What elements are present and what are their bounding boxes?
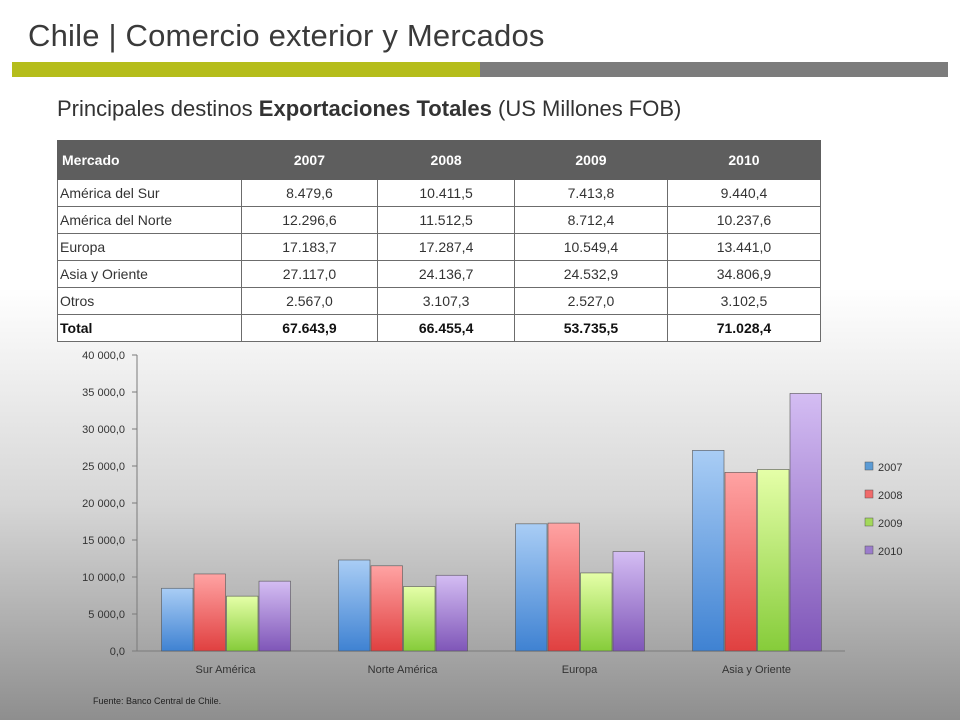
table-cell: 71.028,4: [666, 314, 822, 342]
table-cell: 10.549,4: [513, 233, 668, 261]
accent-bar-green: [12, 62, 480, 77]
table-cell: Total: [57, 314, 242, 342]
subtitle-bold: Exportaciones Totales: [258, 96, 492, 121]
x-tick-label: Asia y Oriente: [722, 664, 791, 676]
bar-2008-4: [724, 472, 757, 652]
bar-2007-1: [161, 587, 194, 652]
table-cell: 24.136,7: [377, 260, 515, 288]
legend-label: 2010: [878, 546, 902, 558]
table-cell: 67.643,9: [240, 314, 379, 342]
table-cell: 17.183,7: [240, 233, 379, 261]
legend-swatch: [864, 461, 874, 471]
y-tick-label: 25 000,0: [82, 461, 125, 473]
table-cell: Otros: [57, 287, 242, 315]
legend-swatch: [864, 517, 874, 527]
bar-2010-1: [258, 580, 291, 652]
table-cell: 2.527,0: [513, 287, 668, 315]
table-cell: 8.479,6: [240, 179, 379, 207]
table-cell: Europa: [57, 233, 242, 261]
exports-bar-chart: 0,0 5 000,0 10 000,0 15 000,0 20 000,0 25 000…: [82, 350, 902, 676]
table-cell: 3.102,5: [666, 287, 822, 315]
bar-2010-3: [612, 551, 645, 652]
bar-2009-1: [226, 595, 259, 652]
table-row: América del Norte 12.296,6 11.512,5 8.71…: [57, 206, 822, 234]
x-tick-label: Sur América: [196, 664, 257, 676]
table-cell: 3.107,3: [377, 287, 515, 315]
legend-label: 2009: [878, 518, 902, 530]
accent-bar-gray: [480, 62, 948, 77]
table-cell: 9.440,4: [666, 179, 822, 207]
table-cell: 12.296,6: [240, 206, 379, 234]
table-cell: 11.512,5: [377, 206, 515, 234]
bar-2009-4: [757, 469, 790, 652]
bar-2007-4: [692, 450, 725, 652]
table-cell: América del Norte: [57, 206, 242, 234]
bar-2007-2: [338, 559, 371, 652]
table-header-cell: 2007: [240, 140, 379, 180]
y-tick-label: 35 000,0: [82, 387, 125, 399]
table-header-cell: 2009: [513, 140, 668, 180]
subtitle-prefix: Principales destinos: [57, 96, 259, 121]
legend-swatch: [864, 545, 874, 555]
y-tick-label: 10 000,0: [82, 572, 125, 584]
table-cell: 24.532,9: [513, 260, 668, 288]
y-tick-label: 30 000,0: [82, 424, 125, 436]
table-cell: 10.411,5: [377, 179, 515, 207]
bar-2009-2: [403, 586, 436, 652]
table-total-row: Total 67.643,9 66.455,4 53.735,5 71.028,…: [57, 314, 822, 342]
bar-2008-2: [370, 565, 403, 652]
table-cell: 13.441,0: [666, 233, 822, 261]
table-cell: 53.735,5: [513, 314, 668, 342]
table-header-row: Mercado 2007 2008 2009 2010: [57, 140, 822, 180]
y-tick-label: 20 000,0: [82, 498, 125, 510]
table-header-cell: 2010: [666, 140, 822, 180]
x-tick-label: Norte América: [368, 664, 439, 676]
table-cell: Asia y Oriente: [57, 260, 242, 288]
exports-table: Mercado 2007 2008 2009 2010 América del …: [57, 140, 822, 342]
table-row: Europa 17.183,7 17.287,4 10.549,4 13.441…: [57, 233, 822, 261]
slide-title: Chile | Comercio exterior y Mercados: [28, 18, 545, 53]
y-tick-label: 5 000,0: [88, 609, 125, 621]
table-cell: 10.237,6: [666, 206, 822, 234]
bar-2007-3: [515, 523, 548, 652]
y-tick-label: 40 000,0: [82, 350, 125, 362]
table-header-cell: 2008: [377, 140, 515, 180]
bar-2008-3: [547, 522, 580, 652]
bar-2010-4: [789, 393, 822, 652]
bar-2010-2: [435, 574, 468, 652]
table-cell: 27.117,0: [240, 260, 379, 288]
table-cell: 8.712,4: [513, 206, 668, 234]
table-row: América del Sur 8.479,6 10.411,5 7.413,8…: [57, 179, 822, 207]
subtitle-suffix: (US Millones FOB): [491, 96, 682, 121]
table-row: Otros 2.567,0 3.107,3 2.527,0 3.102,5: [57, 287, 822, 315]
section-subtitle: Principales destinos Exportaciones Total…: [57, 96, 681, 122]
table-header-cell: Mercado: [57, 140, 242, 180]
legend-label: 2007: [878, 462, 902, 474]
legend-swatch: [864, 489, 874, 499]
table-cell: 7.413,8: [513, 179, 668, 207]
bar-2008-1: [193, 573, 226, 652]
table-cell: 17.287,4: [377, 233, 515, 261]
source-note: Fuente: Banco Central de Chile.: [93, 696, 222, 706]
y-tick-label: 0,0: [110, 646, 125, 658]
y-tick-label: 15 000,0: [82, 535, 125, 547]
table-cell: 34.806,9: [666, 260, 822, 288]
x-tick-label: Europa: [562, 664, 598, 676]
table-cell: América del Sur: [57, 179, 242, 207]
legend-label: 2008: [878, 490, 902, 502]
bar-2009-3: [580, 572, 613, 652]
table-cell: 2.567,0: [240, 287, 379, 315]
table-row: Asia y Oriente 27.117,0 24.136,7 24.532,…: [57, 260, 822, 288]
